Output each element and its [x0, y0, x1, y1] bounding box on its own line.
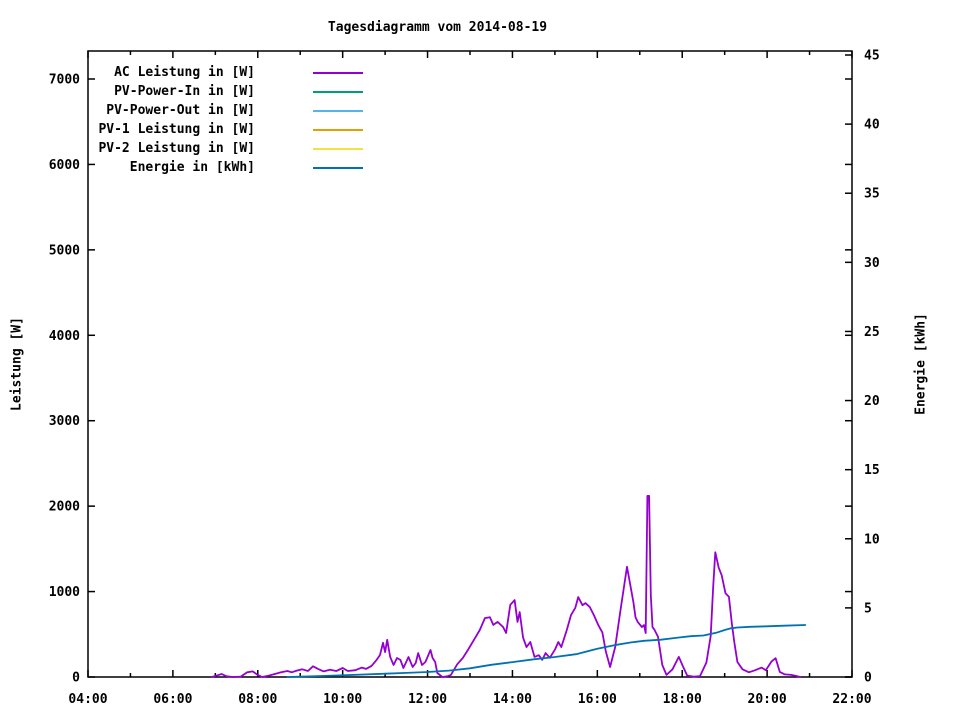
y2-tick-label: 5 [864, 601, 872, 616]
y2-tick-label: 30 [864, 256, 880, 271]
legend-label-ac-leistung: AC Leistung in [W] [114, 65, 255, 80]
y2-tick-label: 0 [864, 671, 872, 686]
y2-tick-label: 25 [864, 325, 880, 340]
x-tick-label: 18:00 [663, 692, 702, 707]
legend-label-energie: Energie in [kWh] [129, 160, 255, 175]
legend-line-sample-energie [313, 166, 363, 169]
legend-item-energie: Energie in [kWh] [88, 158, 363, 177]
x-tick-label: 08:00 [238, 692, 277, 707]
y2-tick-label: 40 [864, 118, 880, 133]
y1-tick-label: 1000 [49, 585, 80, 600]
x-tick-label: 22:00 [832, 692, 871, 707]
x-tick-label: 16:00 [578, 692, 617, 707]
legend-label-pv2-leistung: PV-2 Leistung in [W] [98, 141, 255, 156]
legend-item-pv-power-out: PV-Power-Out in [W] [88, 101, 363, 120]
y2-tick-label: 45 [864, 49, 880, 64]
x-tick-label: 04:00 [68, 692, 107, 707]
legend-line-sample-pv-power-out [313, 109, 363, 112]
y2-tick-label: 15 [864, 463, 880, 478]
y1-tick-label: 0 [72, 671, 80, 686]
y1-tick-label: 4000 [49, 329, 80, 344]
legend-line-sample-ac-leistung [313, 71, 363, 74]
y1-tick-label: 3000 [49, 414, 80, 429]
legend-label-pv1-leistung: PV-1 Leistung in [W] [98, 122, 255, 137]
legend-item-ac-leistung: AC Leistung in [W] [88, 63, 363, 82]
legend-line-sample-pv-power-in [313, 90, 363, 93]
y1-tick-label: 6000 [49, 158, 80, 173]
legend-item-pv2-leistung: PV-2 Leistung in [W] [88, 139, 363, 158]
legend-item-pv-power-in: PV-Power-In in [W] [88, 82, 363, 101]
legend-line-sample-pv2-leistung [313, 147, 363, 150]
legend: AC Leistung in [W] PV-Power-In in [W] PV… [88, 63, 363, 177]
x-tick-label: 10:00 [323, 692, 362, 707]
y2-tick-label: 35 [864, 187, 880, 202]
legend-label-pv-power-out: PV-Power-Out in [W] [106, 103, 255, 118]
series-line-energie-in-kwh [286, 624, 807, 678]
x-tick-label: 12:00 [408, 692, 447, 707]
y2-tick-label: 10 [864, 532, 880, 547]
series-line-ac-leistung-in-w [211, 495, 802, 678]
x-tick-label: 20:00 [748, 692, 787, 707]
y1-tick-label: 5000 [49, 243, 80, 258]
chart-title: Tagesdiagramm vom 2014-08-19 [327, 20, 548, 35]
x-tick-label: 14:00 [493, 692, 532, 707]
legend-label-pv-power-in: PV-Power-In in [W] [114, 84, 255, 99]
y1-tick-label: 2000 [49, 500, 80, 515]
x-tick-label: 06:00 [153, 692, 192, 707]
y2-tick-label: 20 [864, 394, 880, 409]
y1-tick-label: 7000 [49, 73, 80, 88]
legend-item-pv1-leistung: PV-1 Leistung in [W] [88, 120, 363, 139]
legend-line-sample-pv1-leistung [313, 128, 363, 131]
